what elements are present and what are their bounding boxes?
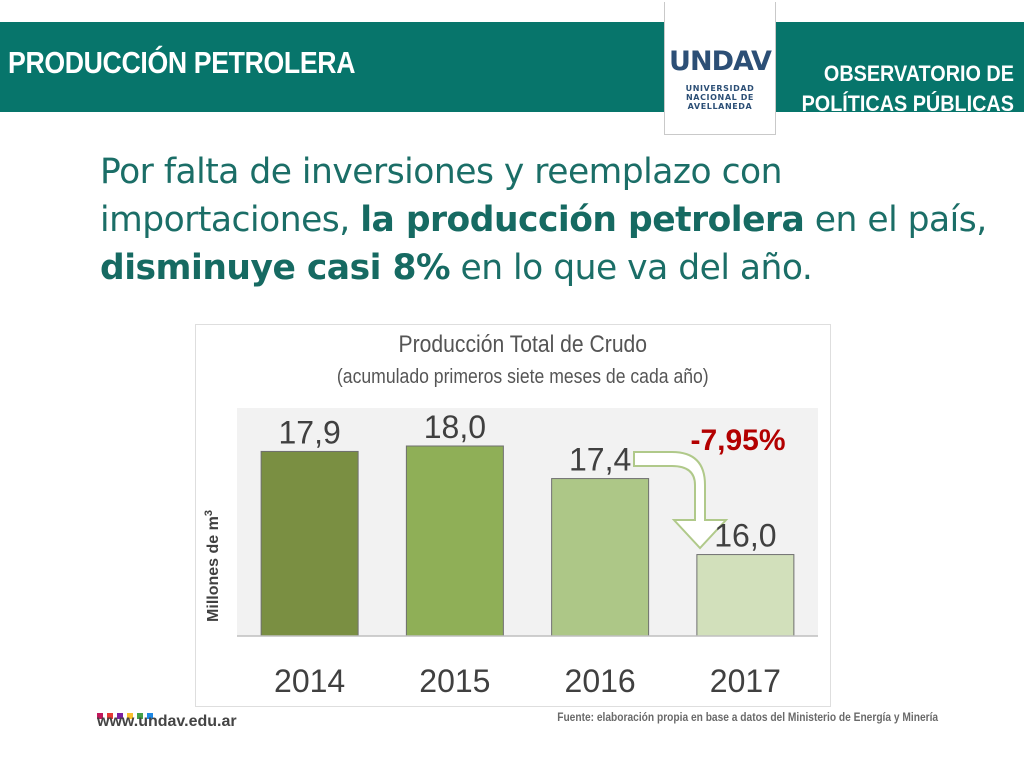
brand-square-6 [147,713,153,719]
y-axis-label-text: Millones de m [205,516,222,622]
y-axis-label: Millones de m3 [203,510,222,622]
brand-square-4 [127,713,133,719]
x-tick-2017: 2017 [710,663,781,699]
logo-line-3: AVELLANEDA [687,102,753,111]
observatory-line-1: OBSERVATORIO DE [824,61,1014,86]
value-label-2016: 17,4 [569,442,631,478]
headline-part-2: en el país, [804,200,987,240]
y-axis-label-superscript: 3 [203,510,215,516]
website-url: www.undav.edu.ar [97,713,237,730]
value-label-2014: 17,9 [278,414,340,450]
x-tick-2014: 2014 [274,663,345,699]
bar-2014 [260,450,359,637]
source-note: Fuente: elaboración propia en base a dat… [557,710,938,724]
headline-bold-2: disminuye casi 8% [100,248,451,288]
header-bar: PRODUCCIÓN PETROLERA OBSERVATORIO DE POL… [0,22,1024,116]
brand-square-5 [137,713,143,719]
headline-bold-1: la producción petrolera [360,200,805,240]
logo-subtext: UNIVERSIDAD NACIONAL DE AVELLANEDA [665,84,775,111]
undav-logo: UNDAV UNIVERSIDAD NACIONAL DE AVELLANEDA [664,2,776,135]
observatory-label: OBSERVATORIO DE POLÍTICAS PÚBLICAS [802,59,1014,119]
decline-arrow [633,451,729,550]
x-tick-2016: 2016 [565,663,636,699]
page-title: PRODUCCIÓN PETROLERA [8,45,356,80]
headline-part-3: en lo que va del año. [450,248,813,288]
x-tick-2015: 2015 [419,663,490,699]
logo-wordmark: UNDAV [669,46,772,77]
value-label-2017: 16,0 [714,518,776,554]
svg-text:Millones de m3: Millones de m3 [203,510,222,622]
brand-square-3 [117,713,123,719]
logo-line-1: UNIVERSIDAD [685,84,755,93]
brand-square-1 [97,713,103,719]
bar-2016 [551,478,650,637]
chart-title: Producción Total de Crudo [398,331,648,358]
brand-squares [97,706,157,724]
bar-2017 [696,554,795,637]
bar-2015 [405,445,504,637]
chart-subtitle: (acumulado primeros siete meses de cada … [336,366,709,388]
percent-change-label: -7,95% [690,424,785,457]
value-label-2015: 18,0 [424,409,486,445]
observatory-line-2: POLÍTICAS PÚBLICAS [801,91,1014,116]
headline: Por falta de inversiones y reemplazo con… [100,148,1000,292]
logo-line-2: NACIONAL DE [685,93,754,102]
headline-part-1: Por falta de inversiones y reemplazo con… [100,152,783,240]
brand-square-2 [107,713,113,719]
